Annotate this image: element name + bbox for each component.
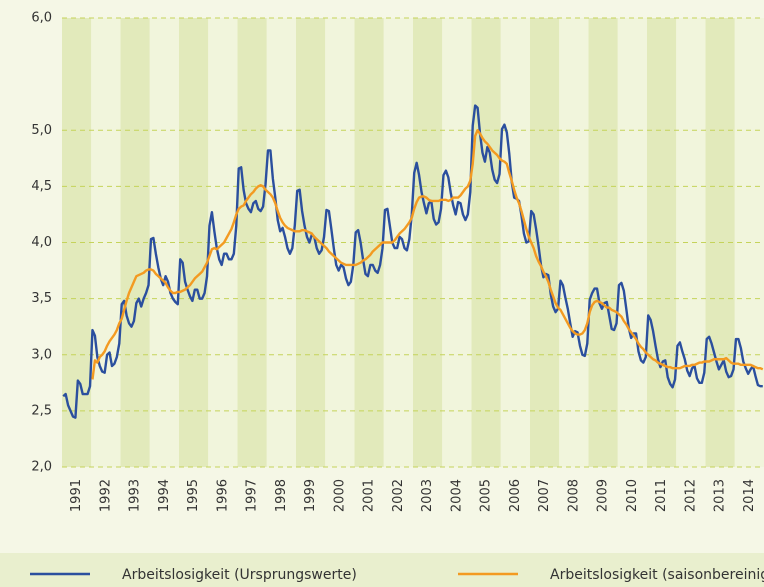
series-line — [91, 129, 764, 380]
x-tick-label: 1991 — [69, 479, 84, 512]
legend-label: Arbeitslosigkeit (saisonbereinigt) — [550, 567, 764, 583]
y-tick-label: 2,5 — [31, 403, 52, 418]
y-tick-label: 6,0 — [31, 11, 52, 26]
y-tick-label: 4,5 — [31, 179, 52, 194]
x-tick-label: 2003 — [420, 479, 435, 512]
x-tick-label: 2010 — [625, 479, 640, 512]
year-band — [559, 18, 589, 467]
x-tick-label: 2014 — [742, 479, 757, 512]
x-tick-label: 2012 — [683, 479, 698, 512]
x-tick-label: 2001 — [362, 479, 377, 512]
x-tick-label: 2006 — [508, 479, 523, 512]
year-band — [91, 18, 121, 467]
x-tick-label: 2011 — [654, 479, 669, 512]
series-line — [62, 104, 763, 419]
year-band — [325, 18, 355, 467]
y-tick-label: 4,0 — [31, 235, 52, 250]
x-tick-label: 1995 — [186, 479, 201, 512]
x-tick-label: 2004 — [449, 479, 464, 512]
x-tick-label: 2007 — [537, 479, 552, 512]
y-tick-label: 3,0 — [31, 347, 52, 362]
x-tick-label: 1994 — [157, 479, 172, 512]
x-tick-label: 2000 — [332, 479, 347, 512]
legend-label: Arbeitslosigkeit (Ursprungswerte) — [122, 567, 357, 583]
x-tick-label: 1999 — [303, 479, 318, 512]
x-tick-label: 1998 — [274, 479, 289, 512]
x-tick-label: 1992 — [98, 479, 113, 512]
x-tick-label: 1997 — [245, 479, 260, 512]
year-band — [676, 18, 706, 467]
y-tick-label: 5,0 — [31, 123, 52, 138]
year-band — [442, 18, 472, 467]
y-tick-label: 3,5 — [31, 291, 52, 306]
x-tick-label: 2013 — [713, 479, 728, 512]
x-tick-label: 2008 — [566, 479, 581, 512]
x-tick-label: 2002 — [391, 479, 406, 512]
x-tick-label: 1993 — [128, 479, 143, 512]
x-tick-label: 2009 — [596, 479, 611, 512]
legend-background — [0, 553, 764, 587]
x-tick-label: 1996 — [215, 479, 230, 512]
y-tick-label: 2,0 — [31, 460, 52, 475]
x-tick-label: 2005 — [479, 479, 494, 512]
